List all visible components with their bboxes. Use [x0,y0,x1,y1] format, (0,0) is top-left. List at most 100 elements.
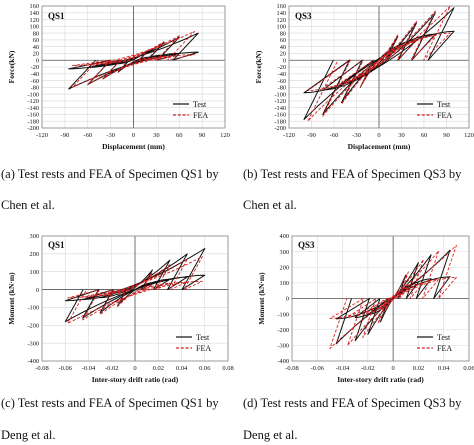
x-axis-title: Inter-story drift ratio (rad) [92,375,179,384]
legend-label-fea: FEA [193,111,208,120]
y-tick-label: -160 [274,112,286,119]
panel-title: QS3 [295,11,312,21]
y-tick-label: -120 [27,98,39,105]
x-tick-label: 0.06 [463,365,474,372]
y-tick-label: 20 [33,51,39,58]
x-axis-title: Displacement (mm) [102,142,165,151]
x-tick-label: -30 [106,132,115,139]
y-tick-label: 80 [280,30,286,37]
y-tick-label: 100 [30,24,39,31]
caption-b-line2: Chen et al. [243,198,297,212]
y-tick-label: 80 [33,30,39,37]
series-line-fea [67,256,203,324]
y-tick-label: 40 [280,44,286,51]
x-tick-label: -0.04 [336,365,350,372]
legend-label-fea: FEA [437,111,452,120]
y-tick-label: 300 [280,249,289,256]
x-tick-label: 0.04 [438,365,450,372]
caption-a-line1: (a) Test rests and FEA of Specimen QS1 b… [1,167,219,181]
x-tick-label: 30 [398,132,405,139]
x-tick-label: -0.08 [285,365,299,372]
chart-b-force-displacement-qs3: -120 -90 -60 -30 0 30 60 90 120-200-180-160-140-… [254,3,474,151]
x-tick-label: 0.02 [413,365,424,372]
caption-c-line2: Deng et al. [1,428,56,442]
x-tick-label: 90 [199,132,206,139]
y-tick-label: -300 [277,343,289,350]
y-tick-label: -180 [274,118,286,125]
x-axis-title: Displacement (mm) [348,142,411,151]
series-line-fea [72,30,195,88]
x-tick-label: -120 [283,132,295,139]
y-tick-label: -20 [278,64,286,71]
caption-d-line1: (d) Test rests and FEA of Specimen QS3 b… [243,396,462,410]
x-tick-label: -30 [352,132,361,139]
x-tick-label: -0.06 [311,365,325,372]
x-tick-label: 90 [443,132,450,139]
legend-label-test: Test [437,100,451,109]
y-tick-label: -200 [27,322,39,329]
chart-c-moment-drift-qs1: -0.08 -0.06 -0.04 -0.02 0 0.02 0.04 0.06 0.08 -40… [7,233,234,384]
chart-a-force-displacement-qs1: -120 -90 -60 -30 0 30 60 90 120-200-180-160-140-… [7,3,230,151]
x-tick-label: 30 [153,132,160,139]
legend-label-test: Test [193,100,207,109]
y-tick-label: -160 [27,112,39,119]
legend-label-fea: FEA [437,344,452,353]
x-tick-label: -0.06 [58,365,72,372]
y-tick-label: -400 [277,358,289,365]
x-tick-label: -90 [307,132,316,139]
x-tick-label: -0.08 [35,365,49,372]
x-tick-label: -60 [83,132,92,139]
x-tick-label: 0 [377,132,380,139]
x-tick-label: 120 [464,132,474,139]
y-tick-label: 100 [277,24,286,31]
y-tick-label: -300 [27,340,39,347]
y-tick-label: -400 [27,358,39,365]
y-tick-label: 100 [30,269,39,276]
y-tick-label: 300 [30,233,39,240]
x-tick-label: 0.02 [153,365,164,372]
y-tick-label: -40 [31,71,39,78]
x-tick-label: -0.02 [361,365,375,372]
y-tick-label: -200 [27,125,39,132]
chart-d-moment-drift-qs3: -0.08 -0.06 -0.04 -0.02 0 0.02 0.04 0.06 -400 -30… [257,233,474,384]
y-tick-label: 120 [277,17,286,24]
y-tick-label: 20 [280,51,286,58]
legend-label-test: Test [196,333,210,342]
y-tick-label: 60 [33,37,39,44]
y-axis-title: Force(kN) [7,50,16,83]
plot-frame [41,235,229,362]
x-tick-label: -0.04 [82,365,96,372]
caption-b-line1: (b) Test rests and FEA of Specimen QS3 b… [243,167,462,181]
x-tick-label: -60 [330,132,339,139]
y-tick-label: 0 [36,287,39,294]
y-tick-label: -100 [27,91,39,98]
y-tick-label: 200 [30,251,39,258]
x-tick-label: 0 [392,365,395,372]
panel-title: QS3 [298,240,315,250]
plot-frame [288,5,470,129]
plot-frame [291,235,470,362]
y-tick-label: 400 [280,233,289,240]
y-tick-label: -80 [278,85,286,92]
y-tick-label: -60 [278,78,286,85]
y-tick-label: 200 [280,264,289,271]
legend-label-test: Test [437,333,451,342]
y-tick-label: 100 [280,280,289,287]
y-axis-title: Force(kN) [254,50,263,83]
y-tick-label: 40 [33,44,39,51]
y-tick-label: 160 [277,3,286,10]
x-tick-label: 0.04 [176,365,188,372]
x-tick-label: 60 [421,132,428,139]
y-tick-label: 160 [30,3,39,10]
y-tick-label: -120 [274,98,286,105]
y-tick-label: 0 [283,57,286,64]
y-tick-label: -40 [278,71,286,78]
panel-title: QS1 [48,11,65,21]
x-tick-label: 0 [132,132,135,139]
x-tick-label: 120 [220,132,230,139]
plot-frame [41,5,226,129]
y-tick-label: -100 [274,91,286,98]
y-axis-title: Moment (kN·m) [7,272,16,325]
caption-c-line1: (c) Test rests and FEA of Specimen QS1 b… [1,396,219,410]
y-tick-label: -100 [277,311,289,318]
